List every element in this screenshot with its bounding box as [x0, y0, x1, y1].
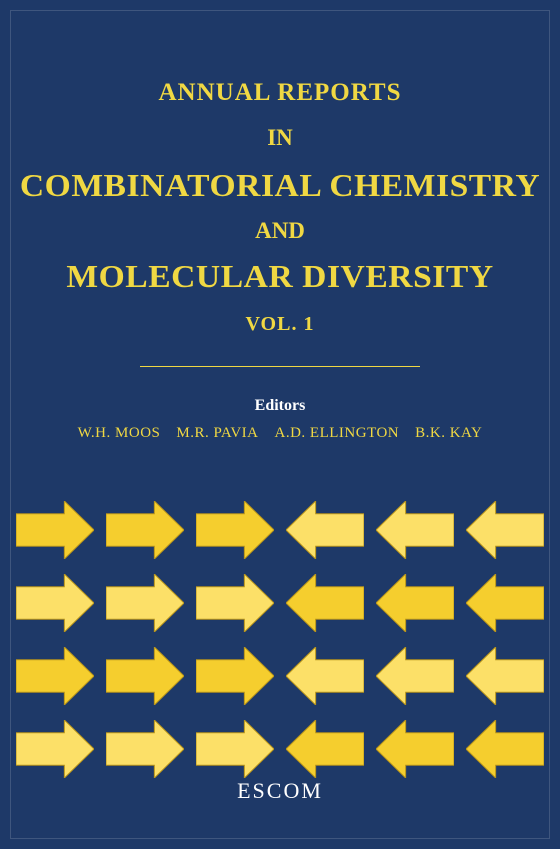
- arrow-right-icon: [16, 574, 94, 632]
- arrow-right-icon: [106, 720, 184, 778]
- arrow-right-icon: [106, 647, 184, 705]
- arrow-left-icon: [286, 647, 364, 705]
- arrow-left-icon: [466, 720, 544, 778]
- arrow-row: [16, 720, 544, 783]
- volume: VOL. 1: [11, 313, 549, 336]
- arrow-right-icon: [196, 574, 274, 632]
- divider: [140, 366, 420, 367]
- publisher: ESCOM: [11, 778, 549, 804]
- arrow-graphic: [11, 501, 549, 783]
- arrow-right-icon: [16, 720, 94, 778]
- arrow-left-icon: [286, 720, 364, 778]
- arrow-right-icon: [16, 501, 94, 559]
- arrow-left-icon: [286, 501, 364, 559]
- arrow-left-icon: [286, 574, 364, 632]
- arrow-right-icon: [16, 647, 94, 705]
- editor: M.R. PAVIA: [176, 425, 258, 441]
- arrow-left-icon: [376, 574, 454, 632]
- title-line-1: ANNUAL REPORTS: [11, 79, 549, 107]
- arrow-row: [16, 647, 544, 710]
- arrow-row: [16, 501, 544, 564]
- arrow-right-icon: [196, 501, 274, 559]
- title-block: ANNUAL REPORTS IN COMBINATORIAL CHEMISTR…: [11, 11, 549, 442]
- arrow-left-icon: [376, 647, 454, 705]
- arrow-left-icon: [466, 574, 544, 632]
- title-line-3: COMBINATORIAL CHEMISTRY: [0, 167, 560, 204]
- arrow-left-icon: [376, 720, 454, 778]
- editor: W.H. MOOS: [78, 425, 161, 441]
- inner-border: ANNUAL REPORTS IN COMBINATORIAL CHEMISTR…: [10, 10, 550, 839]
- title-line-4: AND: [11, 218, 549, 244]
- book-cover: ANNUAL REPORTS IN COMBINATORIAL CHEMISTR…: [0, 0, 560, 849]
- title-line-5: MOLECULAR DIVERSITY: [0, 258, 560, 295]
- arrow-right-icon: [106, 501, 184, 559]
- editor: A.D. ELLINGTON: [275, 425, 400, 441]
- arrow-left-icon: [466, 647, 544, 705]
- arrow-right-icon: [196, 647, 274, 705]
- editors-label: Editors: [11, 397, 549, 415]
- arrow-right-icon: [196, 720, 274, 778]
- title-line-2: IN: [11, 125, 549, 151]
- editor: B.K. KAY: [415, 425, 482, 441]
- arrow-left-icon: [466, 501, 544, 559]
- arrow-row: [16, 574, 544, 637]
- arrow-right-icon: [106, 574, 184, 632]
- arrow-left-icon: [376, 501, 454, 559]
- editors-list: W.H. MOOS M.R. PAVIA A.D. ELLINGTON B.K. KA…: [11, 425, 549, 442]
